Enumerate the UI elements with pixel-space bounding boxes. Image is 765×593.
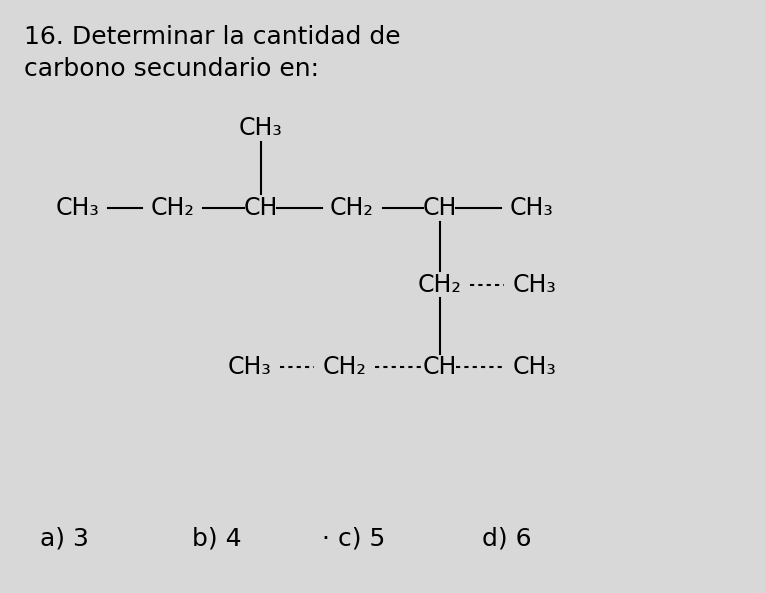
Text: CH₃: CH₃ [509,196,553,220]
Text: CH₃: CH₃ [56,196,99,220]
Text: CH₂: CH₂ [330,196,374,220]
Text: CH₃: CH₃ [513,273,557,296]
Text: CH: CH [422,355,457,380]
Text: CH₂: CH₂ [418,273,461,296]
Text: 16. Determinar la cantidad de: 16. Determinar la cantidad de [24,25,401,49]
Text: CH₃: CH₃ [513,355,557,380]
Text: CH₂: CH₂ [323,355,366,380]
Text: d) 6: d) 6 [482,527,531,550]
Text: b) 4: b) 4 [192,527,242,550]
Text: CH: CH [243,196,278,220]
Text: carbono secundario en:: carbono secundario en: [24,58,319,81]
Text: · c) 5: · c) 5 [321,527,385,550]
Text: CH₃: CH₃ [227,355,271,380]
Text: CH: CH [422,196,457,220]
Text: CH₂: CH₂ [151,196,195,220]
Text: CH₃: CH₃ [239,116,282,141]
Text: a) 3: a) 3 [40,527,89,550]
